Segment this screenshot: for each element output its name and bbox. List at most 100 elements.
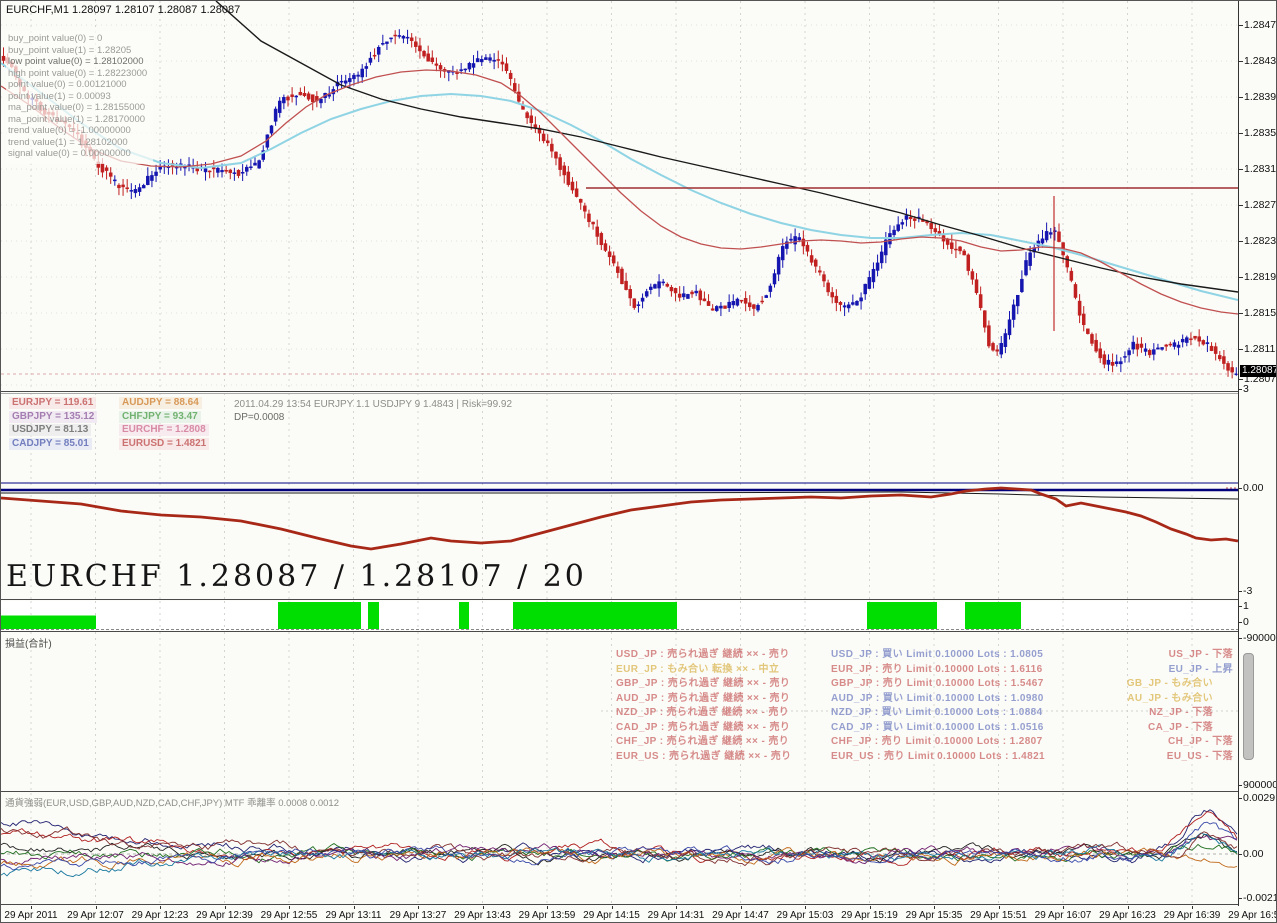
overlay-text-line: buy_point value(0) = 0 [8, 33, 103, 44]
pair-value-label: CADJPY = 85.01 [9, 437, 92, 450]
axis-tick [1238, 622, 1242, 623]
trend-table-row: GB_JP - もみ合い [1126, 678, 1213, 689]
time-axis-tick [160, 906, 161, 909]
orders-panel[interactable]: 損益(合計) USD_JP : 売られ過ぎ 継続 ×× - 売り EUR_JP :… [1, 632, 1238, 791]
time-axis-label: 29 Apr 16:07 [1034, 910, 1092, 921]
signal-bar [965, 602, 1021, 629]
time-axis-tick [676, 906, 677, 909]
signal-bar [459, 602, 469, 629]
price-axis-label: 1.28235 [1244, 235, 1277, 247]
indicator-data-overlay: buy_point value(0) = 0 buy_point value(1)… [6, 31, 154, 164]
band-axis-label: 1 [1243, 600, 1249, 612]
signal-table-row: AUD_JP : 売られ過ぎ 継続 ×× - 売り [616, 692, 791, 704]
overlay-text-line: ma_point value(1) = 1.28170000 [8, 113, 146, 125]
oscillator-axis-label: 0.0029 [1243, 792, 1276, 804]
time-axis-tick [998, 906, 1000, 909]
signal-bar [368, 602, 379, 629]
order-table-row: AUD_JP : 買い Limit 0.10000 Lots : 1.0980 [831, 692, 1044, 704]
time-axis-tick [740, 906, 742, 909]
axis-tick [1238, 854, 1242, 855]
band-axis-label: 0 [1243, 616, 1249, 628]
price-axis-tick [1238, 133, 1243, 134]
line-series [1, 486, 1238, 551]
price-axis-tick [1238, 379, 1243, 380]
signal-table-row: EUR_US : 売られ過ぎ 継続 ×× - 売り [616, 750, 792, 762]
price-axis-tick [1238, 313, 1243, 314]
time-axis-label: 29 Apr 16:57 [1228, 910, 1276, 921]
price-axis-tick [1238, 205, 1243, 206]
overlay-text-line: high point value(0) = 1.28223000 [8, 67, 148, 79]
time-axis-label: 29 Apr 16:39 [1163, 910, 1221, 921]
time-axis-tick [31, 906, 32, 909]
price-axis-label: 1.28195 [1244, 271, 1277, 283]
pair-value-label: USDJPY = 81.13 [9, 424, 92, 436]
trend-table-row: CH_JP - 下落 [1168, 736, 1233, 747]
pair-value-label: EURUSD = 1.4821 [119, 437, 210, 450]
main-chart-panel[interactable]: EURCHF,M1 1.28097 1.28107 1.28087 1.2808… [1, 1, 1238, 391]
panel-separator [1, 391, 1238, 392]
pair-value-label: EURJPY = 119.61 [9, 397, 97, 409]
info-text-line2: DP=0.0008 [234, 412, 285, 423]
trend-table-row: AU_JP - もみ合い [1127, 692, 1213, 704]
line-series [1, 821, 1238, 871]
time-axis-tick [611, 906, 613, 909]
time-axis-tick [95, 906, 97, 909]
time-axis-label: 29 Apr 15:35 [905, 910, 963, 921]
time-axis-tick [1063, 906, 1064, 909]
signal-band-chart[interactable] [1, 601, 1238, 631]
time-axis-label: 29 Apr 15:03 [776, 910, 834, 921]
line-series [1, 811, 1238, 866]
indicator-panel-lines[interactable]: EURJPY = 119.61 GBPJPY = 135.12 USDJPY = 8… [1, 393, 1238, 599]
time-axis-label: 29 Apr 13:27 [389, 910, 447, 921]
chart-title: EURCHF,M1 1.28097 1.28107 1.28087 1.2808… [6, 4, 241, 16]
signal-table-row: CAD_JP : 売られ過ぎ 継続 ×× - 売り [616, 721, 791, 733]
info-text-line1: 2011.04.29 13:54 EURJPY 1.1 USDJPY 9 1.4… [234, 399, 513, 410]
time-axis-label: 29 Apr 14:15 [583, 910, 640, 921]
price-axis-tick [1238, 169, 1243, 170]
pair-value-label: EURCHF = 1.2808 [119, 424, 209, 436]
time-axis-label: 29 Apr 14:47 [712, 910, 769, 921]
strength-oscillator-chart[interactable] [1, 793, 1238, 904]
strength-oscillator-panel[interactable]: 通貨強弱(EUR,USD,GBP,AUD,NZD,CAD,CHF,JPY) MT… [1, 793, 1238, 904]
price-axis-label: 1.28475 [1244, 19, 1277, 31]
price-axis-label: 1.28275 [1244, 199, 1277, 211]
price-axis-label: 1.28155 [1244, 307, 1277, 319]
order-table-row: NZD_JP : 買い Limit 0.10000 Lots : 1.0884 [831, 707, 1043, 718]
axis-tick [1238, 785, 1242, 786]
price-axis-tick [1238, 349, 1243, 350]
time-axis[interactable]: 29 Apr 2011 29 Apr 12:07 29 Apr 12:23 29 Ap… [1, 906, 1276, 922]
time-axis-tick [224, 906, 226, 909]
time-axis-tick [482, 906, 484, 909]
overlay-text-line: ma_point value(0) = 1.28155000 [8, 102, 146, 113]
overlay-text-line: signal value(0) = 0.00000000 [8, 148, 131, 159]
panel-separator [1, 393, 1238, 394]
indicator-lines-chart[interactable] [1, 393, 1238, 599]
overlay-text-line: trend value(1) = 1.28102000 [8, 136, 128, 148]
vertical-scrollbar-thumb[interactable] [1243, 653, 1254, 760]
signal-table-row: NZD_JP : 売られ過ぎ 継続 ×× - 売り [616, 707, 790, 718]
trend-table-row: EU_JP - 上昇 [1168, 663, 1233, 675]
line-series [1, 62, 1238, 301]
profit-axis-label: -90000000 [1243, 632, 1276, 644]
order-table-row: CHF_JP : 売り Limit 0.10000 Lots : 1.2807 [831, 736, 1043, 747]
time-axis-label: 29 Apr 12:07 [67, 910, 124, 921]
signal-bar [513, 602, 677, 629]
candlestick-chart[interactable] [1, 1, 1238, 391]
price-axis-label: 1.28395 [1244, 91, 1277, 103]
quote-line: EURCHF 1.28087 / 1.28107 / 20 [6, 559, 587, 594]
line-series [1, 826, 1238, 867]
axis-tick [1238, 638, 1242, 639]
axis-tick [1238, 898, 1242, 899]
panel-separator [1, 791, 1238, 792]
time-axis-label: 29 Apr 12:39 [196, 910, 253, 921]
overlay-text-line: trend value(0) = -1.00000000 [8, 125, 131, 136]
price-axis-label: 1.28115 [1244, 343, 1276, 355]
signal-table-row: EUR_JP : もみ合い 転換 ×× - 中立 [616, 663, 780, 675]
pair-value-label: GBPJPY = 135.12 [9, 410, 98, 423]
signal-band-panel[interactable] [1, 601, 1238, 631]
overlay-text-line: point value(1) = 0.00093 [8, 90, 111, 102]
indicator-axis-label: 3 [1243, 383, 1249, 395]
time-axis-label: 29 Apr 2011 [4, 910, 58, 921]
price-axis-label: 1.28435 [1244, 55, 1277, 67]
